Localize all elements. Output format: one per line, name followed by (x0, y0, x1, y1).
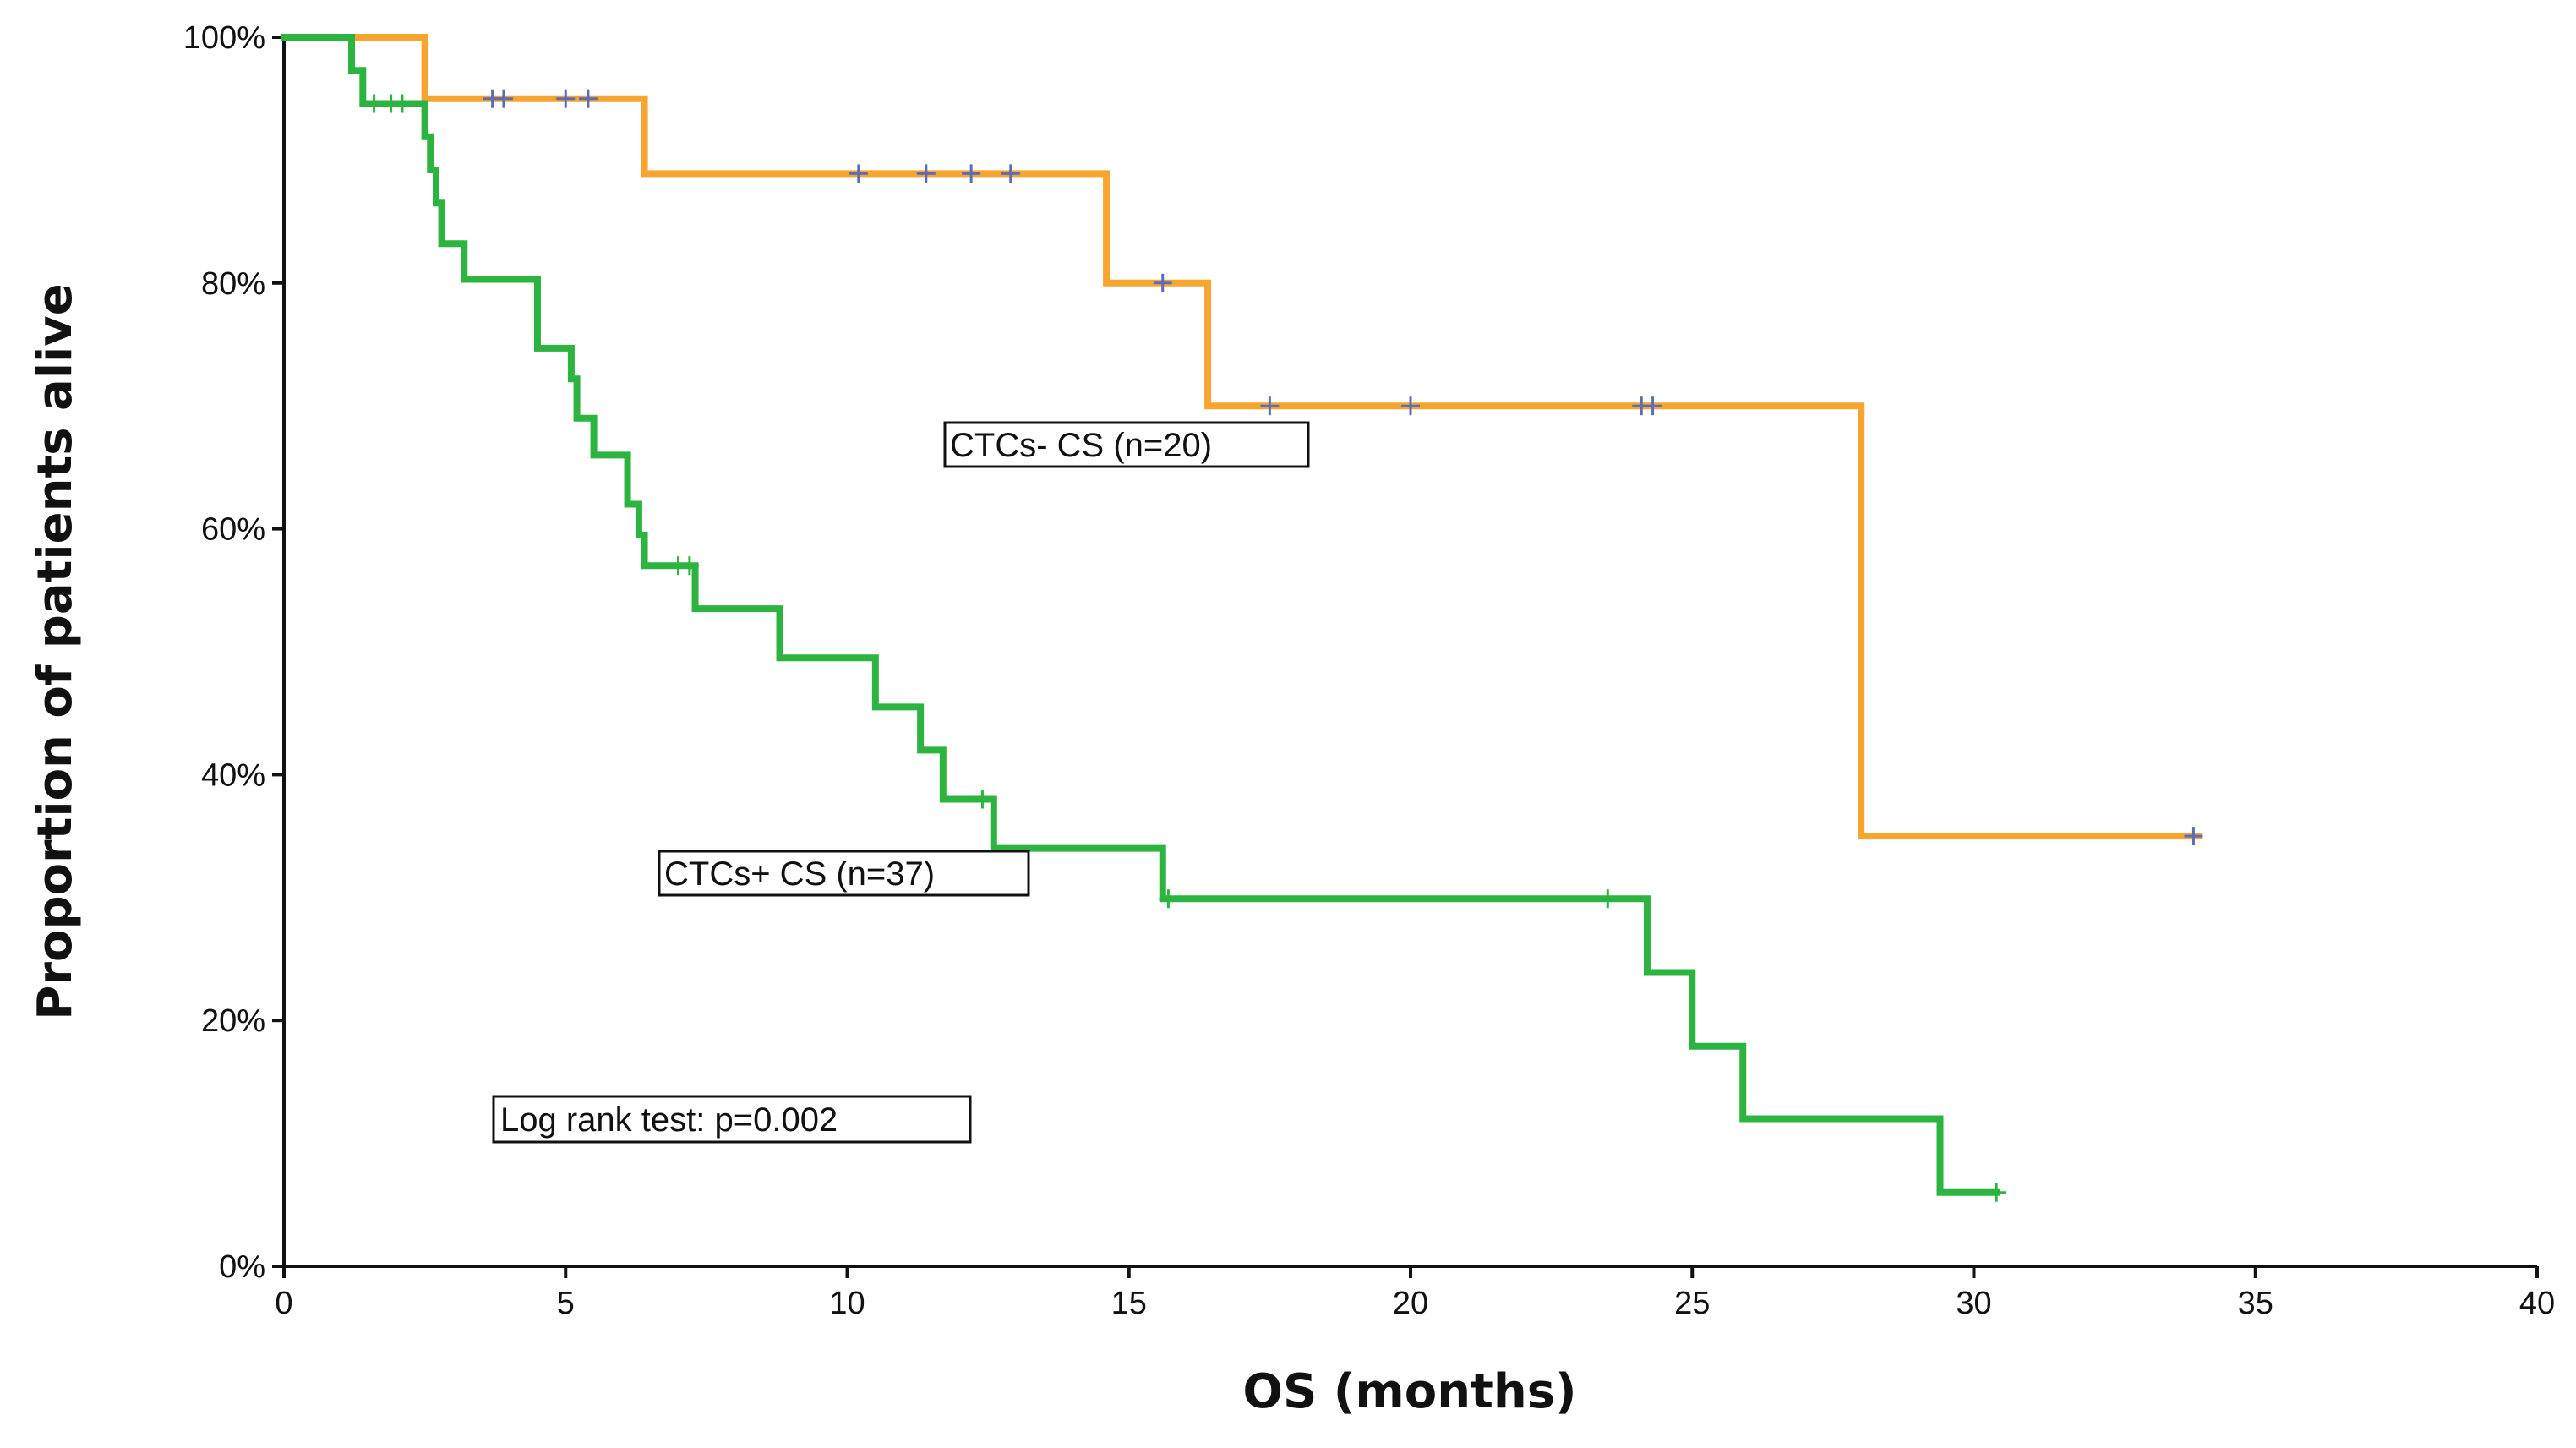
censor-mark (364, 94, 384, 113)
y-tick-label: 80% (201, 266, 265, 302)
x-axis-title: OS (months) (1242, 1364, 1576, 1419)
censor-mark (392, 94, 412, 113)
annotations: CTCs- CS (n=20) CTCs+ CS (n=37) Log rank… (492, 421, 1310, 1144)
censor-mark (962, 164, 981, 183)
survival-curve (281, 34, 2203, 840)
x-tick-label: 40 (2519, 1286, 2555, 1321)
censor-mark (556, 89, 576, 108)
censor-mark (1987, 1183, 2006, 1202)
y-axis-title: Proportion of patients alive (28, 283, 83, 1019)
y-tick-label: 60% (201, 512, 265, 548)
axes (282, 37, 2537, 1268)
censor-mark (679, 556, 699, 576)
censor-mark (2184, 827, 2203, 846)
censor-mark (494, 89, 513, 108)
censor-mark (578, 89, 598, 108)
censor-mark (1643, 396, 1662, 416)
censor-mark (973, 790, 992, 809)
x-tick-label: 25 (1674, 1286, 1710, 1321)
censor-mark (1153, 273, 1172, 292)
ctcs-neg-label-box (943, 421, 1310, 468)
survival-curve (281, 34, 2000, 1196)
ctcs-neg-label: CTCs- CS (n=20) (950, 427, 1212, 464)
x-ticks: 0 5 10 15 20 25 30 35 40 (275, 1266, 2555, 1321)
series-ctcs-negative (281, 34, 2203, 846)
x-tick-label: 10 (829, 1286, 865, 1321)
log-rank-label: Log rank test: p=0.002 (500, 1101, 838, 1139)
y-tick-label: 40% (201, 757, 265, 793)
censor-mark (849, 164, 868, 183)
censor-mark (1598, 889, 1618, 909)
censor-mark (916, 164, 936, 183)
censor-mark (1001, 164, 1020, 183)
x-tick-label: 0 (275, 1286, 292, 1321)
series-ctcs-positive (281, 34, 2006, 1202)
series-layer (281, 34, 2203, 1202)
x-tick-label: 30 (1956, 1286, 1991, 1321)
ctcs-pos-label-box (658, 850, 1030, 897)
x-tick-label: 5 (557, 1286, 575, 1321)
ctcs-pos-label: CTCs+ CS (n=37) (664, 855, 935, 893)
y-tick-label: 0% (219, 1249, 265, 1285)
x-tick-label: 35 (2238, 1286, 2273, 1321)
log-rank-label-box (492, 1095, 972, 1144)
x-tick-label: 20 (1393, 1286, 1428, 1321)
censor-mark (1260, 396, 1280, 416)
y-tick-label: 100% (183, 20, 265, 56)
censor-mark (1401, 396, 1420, 416)
y-ticks: 0% 20% 40% 60% 80% 100% (183, 20, 284, 1285)
x-tick-label: 15 (1111, 1286, 1147, 1321)
censor-mark (1159, 889, 1178, 909)
y-tick-label: 20% (201, 1003, 265, 1039)
